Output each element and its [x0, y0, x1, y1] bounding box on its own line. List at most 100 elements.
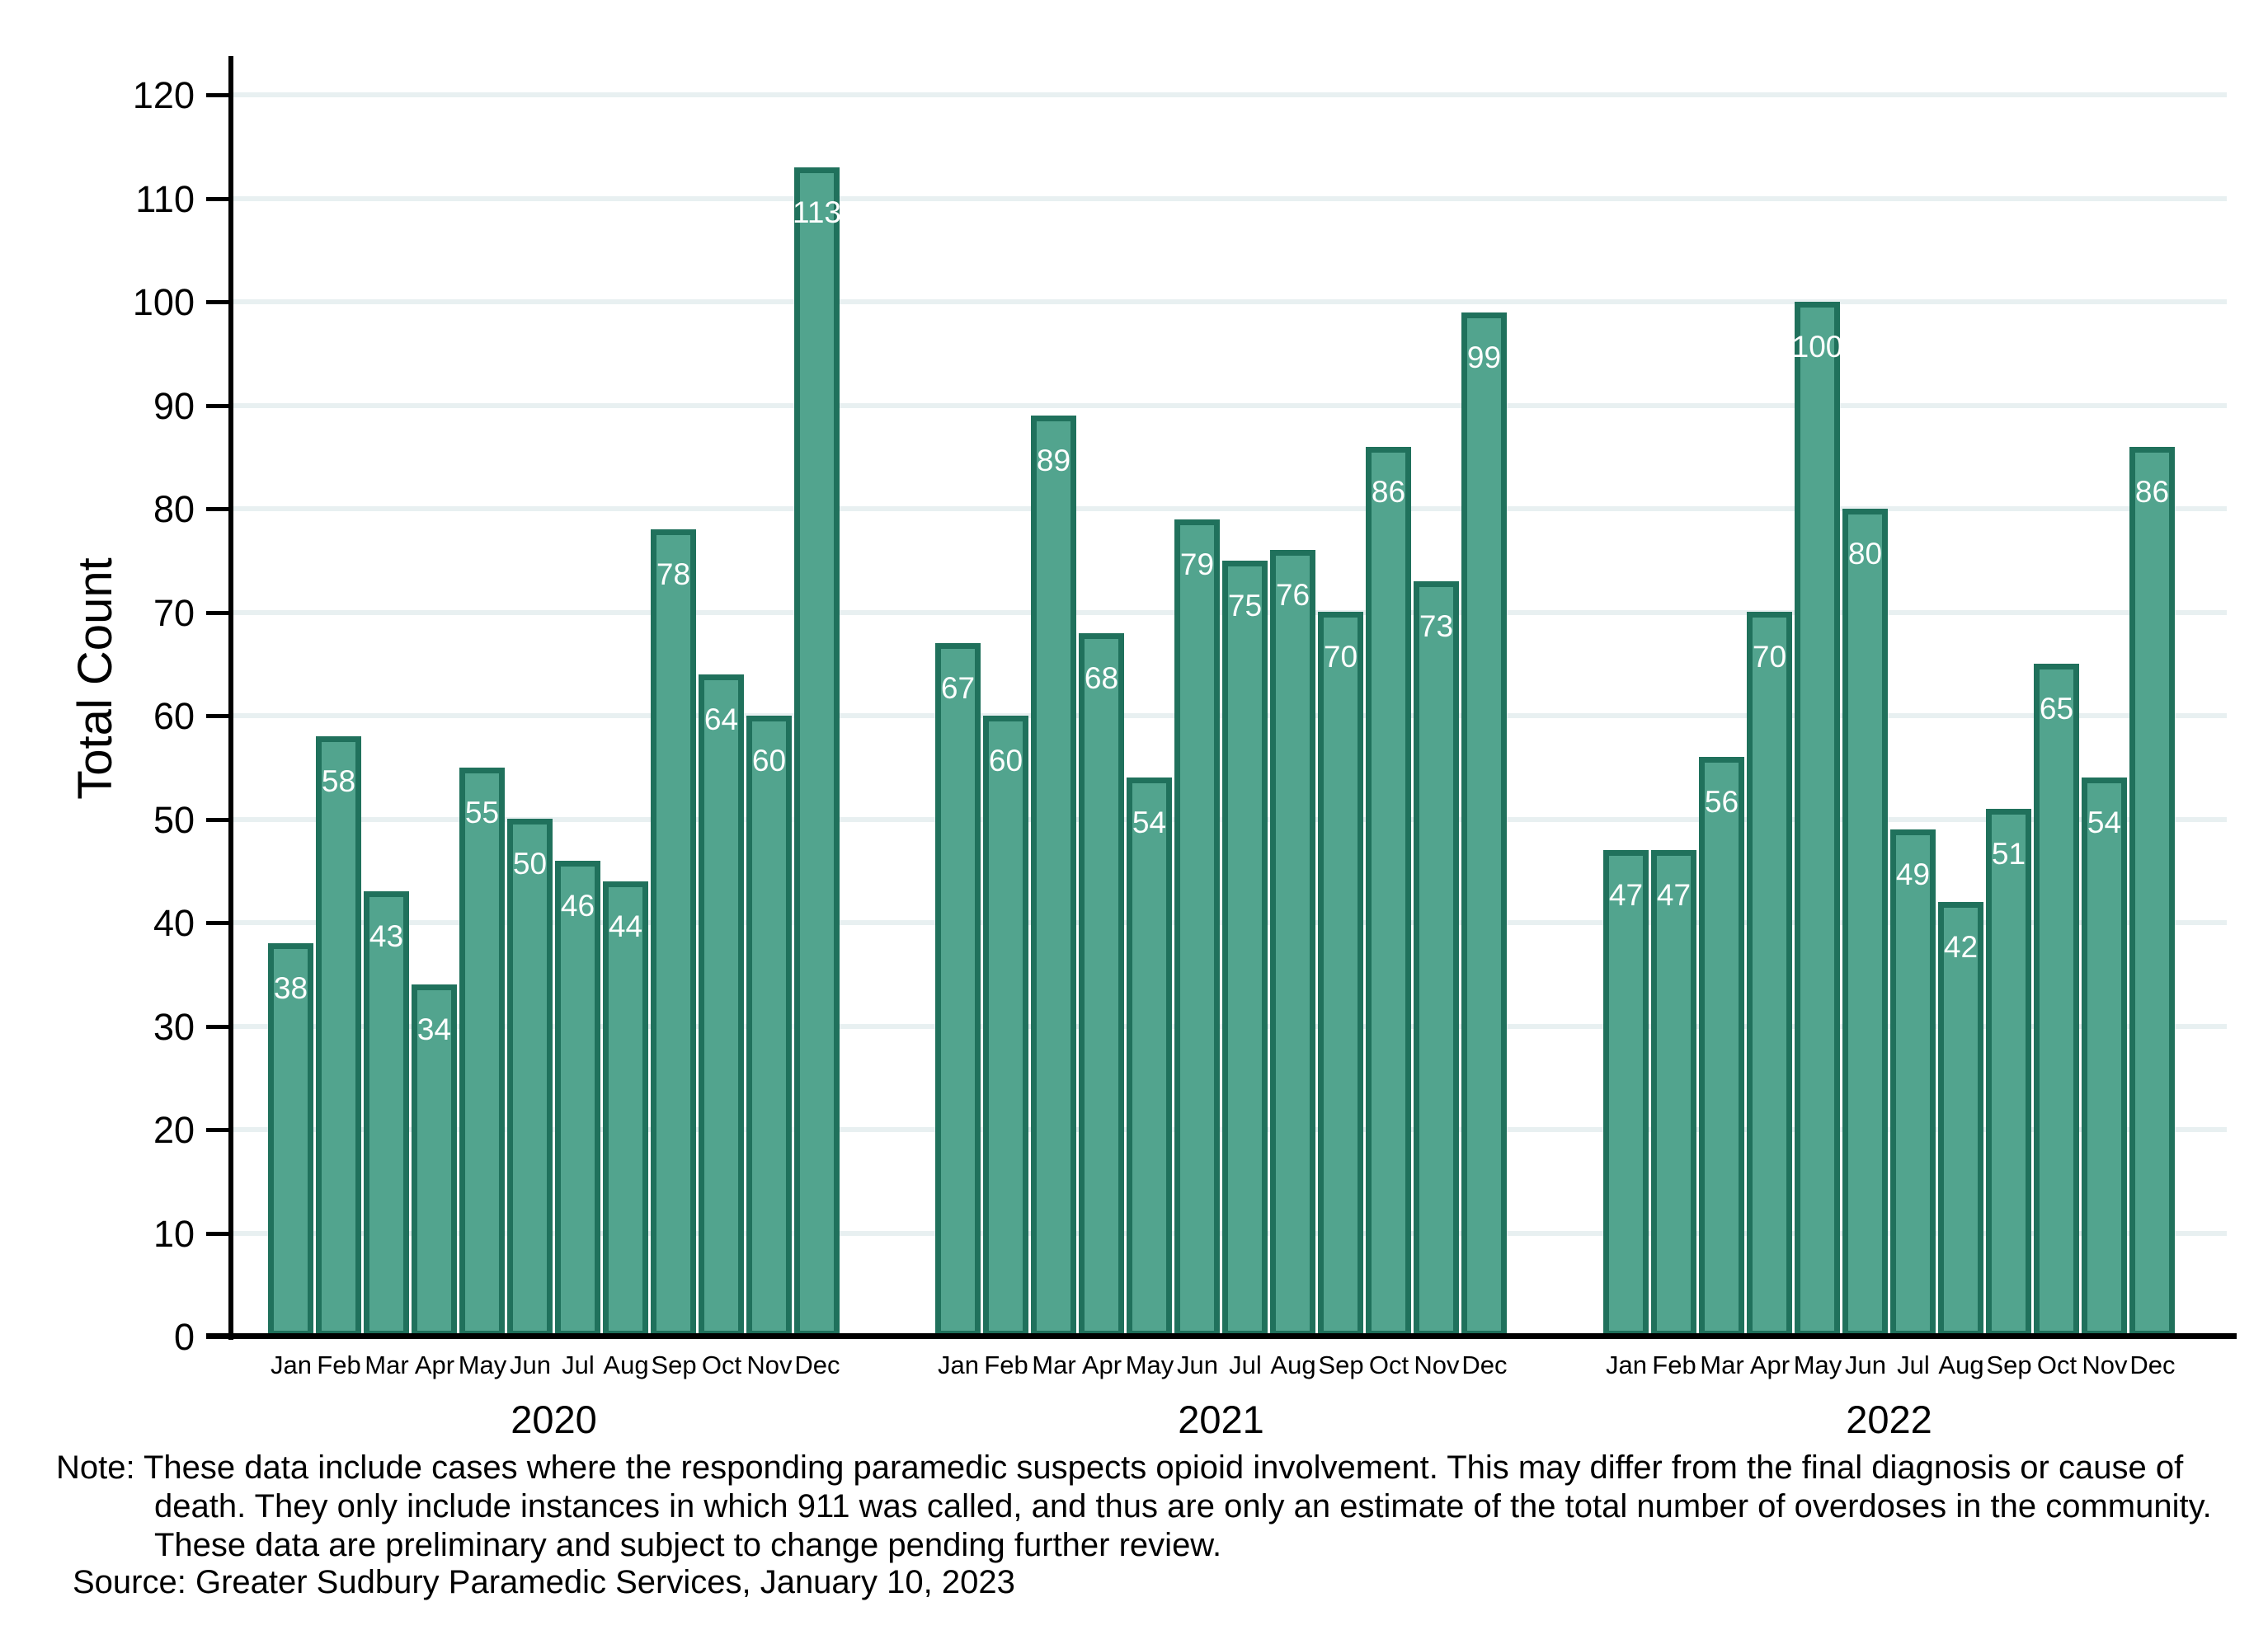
bar-value-label: 55 [464, 796, 500, 829]
bar-value-label: 75 [1227, 589, 1263, 622]
gridline-110 [233, 195, 2227, 201]
bar-2022-Aug: 42 [1938, 902, 1983, 1337]
month-label-2022-Jul: Jul [1897, 1351, 1930, 1379]
y-tick-70 [206, 610, 232, 615]
bar-value-label: 79 [1179, 547, 1215, 581]
month-label-2020-Dec: Dec [794, 1351, 840, 1379]
bar-value-label: 60 [751, 744, 787, 778]
month-label-2022-Oct: Oct [2036, 1351, 2077, 1379]
bar-2021-Mar: 89 [1031, 416, 1076, 1337]
y-tick-label-90: 90 [153, 384, 195, 427]
bar-value-label: 44 [608, 909, 643, 943]
month-label-2021-Apr: Apr [1081, 1351, 1122, 1379]
month-label-2020-Mar: Mar [365, 1351, 409, 1379]
y-tick-120 [206, 93, 232, 97]
month-label-2022-Jan: Jan [1606, 1351, 1647, 1379]
bar-2020-Nov: 60 [746, 716, 792, 1337]
bar-value-label: 51 [1991, 837, 2026, 871]
gridline-120 [233, 92, 2227, 97]
bar-value-label: 73 [1419, 609, 1454, 643]
y-tick-label-10: 10 [153, 1212, 195, 1255]
month-label-2020-May: May [458, 1351, 507, 1379]
bar-value-label: 86 [1371, 475, 1406, 509]
month-label-2021-Jan: Jan [938, 1351, 979, 1379]
month-label-2021-Nov: Nov [1414, 1351, 1460, 1379]
y-tick-label-100: 100 [132, 281, 195, 323]
y-tick-label-120: 120 [132, 74, 195, 116]
bar-2022-Oct: 65 [2034, 664, 2079, 1337]
month-label-2021-Oct: Oct [1368, 1351, 1409, 1379]
month-label-2021-Aug: Aug [1270, 1351, 1316, 1379]
bar-2021-Dec: 99 [1461, 312, 1507, 1337]
bar-value-label: 34 [416, 1012, 452, 1046]
bar-value-label: 68 [1084, 661, 1119, 695]
bar-2020-Oct: 64 [699, 674, 744, 1337]
month-label-2022-Feb: Feb [1652, 1351, 1696, 1379]
bar-value-label: 58 [321, 764, 356, 798]
bar-2020-Sep: 78 [651, 529, 696, 1337]
y-tick-10 [206, 1231, 232, 1236]
month-label-2022-Apr: Apr [1749, 1351, 1790, 1379]
note-line-1: Note: These data include cases where the… [56, 1449, 2184, 1486]
y-tick-90 [206, 403, 232, 408]
month-label-2022-Nov: Nov [2082, 1351, 2128, 1379]
month-label-2022-May: May [1793, 1351, 1842, 1379]
y-tick-label-0: 0 [173, 1316, 195, 1358]
bar-value-label: 65 [2039, 692, 2074, 726]
bar-2020-Dec: 113 [793, 167, 841, 1337]
bar-2020-Feb: 58 [316, 736, 361, 1337]
bar-2020-May: 55 [459, 768, 505, 1337]
bar-2022-Jan: 47 [1603, 850, 1649, 1337]
y-tick-80 [206, 507, 232, 511]
month-label-2020-Jul: Jul [562, 1351, 595, 1379]
bar-2021-Jan: 67 [935, 643, 981, 1337]
bar-2021-Oct: 86 [1366, 447, 1411, 1337]
bar-value-label: 54 [1132, 806, 1167, 839]
bar-value-label: 113 [793, 195, 841, 229]
bar-2022-Nov: 54 [2082, 778, 2127, 1337]
bar-value-label: 100 [1791, 330, 1843, 364]
bar-2020-Apr: 34 [412, 984, 457, 1337]
bar-value-label: 76 [1275, 578, 1310, 612]
month-label-2022-Sep: Sep [1986, 1351, 2032, 1379]
bar-value-label: 64 [703, 702, 739, 736]
year-label-2021: 2021 [1178, 1398, 1264, 1441]
month-label-2021-Feb: Feb [984, 1351, 1028, 1379]
bar-2021-May: 54 [1127, 778, 1172, 1337]
y-tick-label-20: 20 [153, 1109, 195, 1151]
bar-value-label: 38 [273, 971, 308, 1005]
bar-2021-Aug: 76 [1270, 550, 1315, 1337]
bar-2022-Mar: 56 [1699, 757, 1744, 1337]
bar-value-label: 50 [512, 847, 548, 881]
y-tick-20 [206, 1128, 232, 1132]
bar-2022-Jun: 80 [1842, 509, 1888, 1337]
gridline-90 [233, 402, 2227, 408]
y-tick-label-30: 30 [153, 1005, 195, 1048]
y-tick-label-40: 40 [153, 902, 195, 944]
bar-2022-Dec: 86 [2129, 447, 2175, 1337]
bar-2020-Mar: 43 [364, 891, 409, 1337]
bar-2022-Feb: 47 [1651, 850, 1696, 1337]
bar-value-label: 47 [1608, 878, 1644, 912]
y-tick-label-80: 80 [153, 488, 195, 530]
month-label-2021-Jul: Jul [1229, 1351, 1262, 1379]
bar-2022-Apr: 70 [1747, 612, 1792, 1337]
month-label-2020-Aug: Aug [603, 1351, 649, 1379]
y-tick-40 [206, 921, 232, 925]
note: Note: These data include cases where the… [56, 1449, 2212, 1565]
month-label-2020-Feb: Feb [317, 1351, 361, 1379]
month-label-2021-Dec: Dec [1461, 1351, 1508, 1379]
year-label-2022: 2022 [1846, 1398, 1932, 1441]
bar-2021-Jun: 79 [1174, 519, 1220, 1337]
month-label-2022-Jun: Jun [1845, 1351, 1886, 1379]
bar-value-label: 54 [2087, 806, 2122, 839]
bar-2020-Aug: 44 [603, 881, 648, 1337]
month-label-2022-Mar: Mar [1700, 1351, 1744, 1379]
bar-value-label: 70 [1752, 640, 1787, 674]
month-label-2021-Sep: Sep [1318, 1351, 1364, 1379]
y-tick-label-70: 70 [153, 591, 195, 634]
bar-2022-May: 100 [1792, 302, 1842, 1337]
bar-value-label: 46 [560, 889, 595, 923]
bar-value-label: 78 [656, 557, 691, 591]
